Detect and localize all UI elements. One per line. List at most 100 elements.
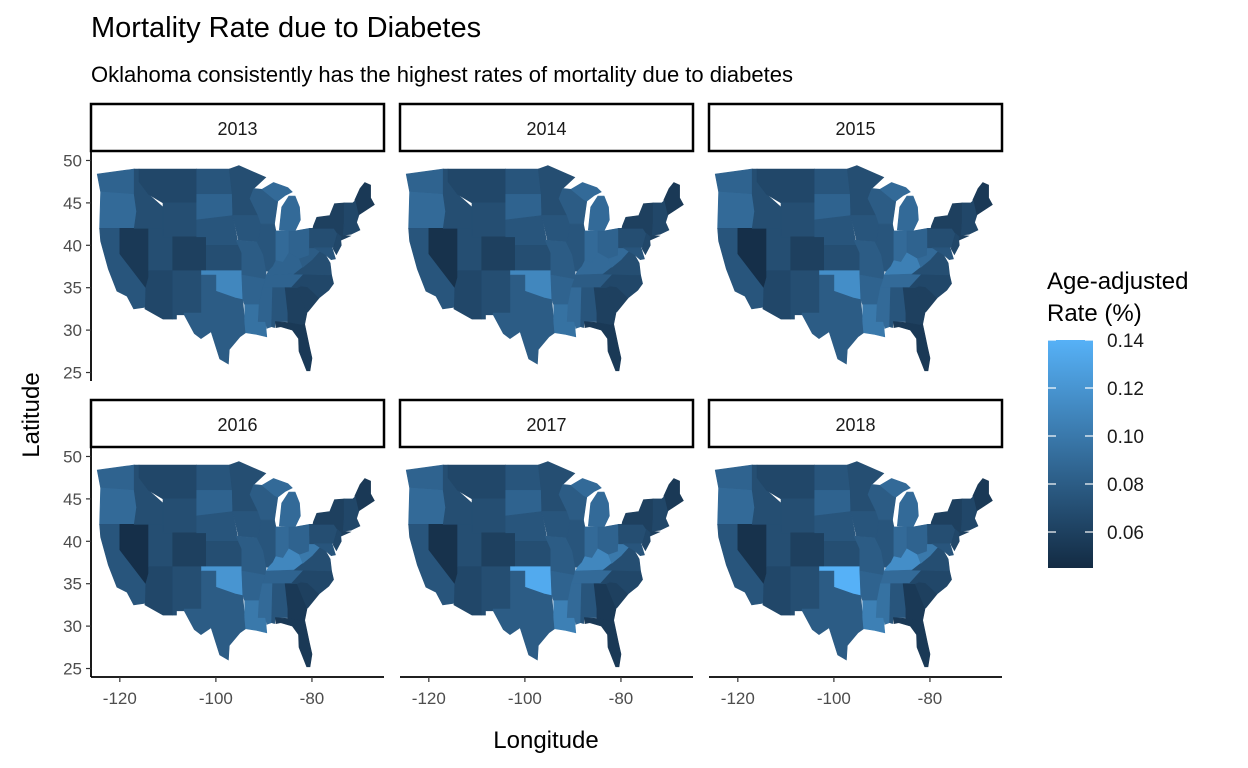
facet-strip xyxy=(89,102,386,153)
y-tick-label: 45 xyxy=(63,194,82,213)
state-mi xyxy=(879,478,911,498)
state-nd xyxy=(814,464,851,491)
state-pa xyxy=(309,524,338,545)
x-tick-label: -80 xyxy=(918,689,943,708)
state-wy xyxy=(162,202,197,238)
facet-panel-2015: 2015 xyxy=(707,102,1004,372)
y-tick-label: 25 xyxy=(63,660,82,679)
state-pa xyxy=(618,228,647,249)
state-mi xyxy=(879,182,911,202)
state-wy xyxy=(780,498,815,534)
state-map xyxy=(96,165,375,372)
y-tick-label: 35 xyxy=(63,279,82,298)
x-tick-label: -120 xyxy=(721,689,755,708)
state-ks xyxy=(515,541,552,567)
y-tick-label: 40 xyxy=(63,236,82,255)
facet-strip xyxy=(398,102,695,153)
state-ks xyxy=(515,245,552,271)
chart-subtitle: Oklahoma consistently has the highest ra… xyxy=(91,62,793,87)
state-map xyxy=(405,461,684,668)
state-ne6 xyxy=(651,495,670,532)
state-co xyxy=(790,532,825,567)
state-ne6 xyxy=(342,199,361,236)
state-fl xyxy=(584,321,622,372)
facet-panel-2013: 2013 xyxy=(89,102,386,372)
state-md xyxy=(622,543,645,557)
state-tx xyxy=(801,274,865,365)
state-co xyxy=(481,532,516,567)
state-tx xyxy=(492,570,556,661)
state-ms xyxy=(566,287,582,329)
state-ms xyxy=(257,287,273,329)
state-ks xyxy=(206,541,243,567)
state-wy xyxy=(780,202,815,238)
state-pa xyxy=(618,524,647,545)
state-ks xyxy=(206,245,243,271)
state-nm xyxy=(790,566,820,616)
state-ms xyxy=(875,287,891,329)
legend-tick-label: 0.14 xyxy=(1107,331,1144,352)
state-me xyxy=(972,182,993,216)
state-mi xyxy=(261,182,293,202)
state-or xyxy=(99,191,137,229)
state-md xyxy=(931,247,954,261)
state-me xyxy=(663,478,684,512)
y-tick-label: 45 xyxy=(63,490,82,509)
x-tick-label: -100 xyxy=(199,689,233,708)
state-or xyxy=(408,487,446,525)
state-ms xyxy=(257,583,273,625)
x-tick-label: -100 xyxy=(508,689,542,708)
y-tick-label: 25 xyxy=(63,364,82,383)
state-fl xyxy=(893,617,931,668)
state-or xyxy=(717,191,755,229)
state-ne6 xyxy=(960,199,979,236)
state-me xyxy=(972,478,993,512)
state-fl xyxy=(893,321,931,372)
state-co xyxy=(172,236,207,271)
state-nm xyxy=(172,270,202,320)
facet-panel-2016: 2016 xyxy=(89,398,386,668)
y-tick-label: 50 xyxy=(63,151,82,170)
facet-strip-label: 2016 xyxy=(217,415,257,435)
facet-strip xyxy=(398,398,695,449)
state-mi xyxy=(261,478,293,498)
state-md xyxy=(313,543,336,557)
state-nj xyxy=(641,528,651,552)
state-pa xyxy=(927,524,956,545)
y-tick-label: 30 xyxy=(63,617,82,636)
state-md xyxy=(931,543,954,557)
legend: Age-adjusted Rate (%) 0.06 0.08 0.10 0.12 0.… xyxy=(1047,268,1188,568)
state-wy xyxy=(471,498,506,534)
state-or xyxy=(408,191,446,229)
state-ne6 xyxy=(342,495,361,532)
facet-strip-label: 2015 xyxy=(835,119,875,139)
state-ks xyxy=(824,541,861,567)
state-ms xyxy=(566,583,582,625)
state-mi xyxy=(278,491,301,528)
state-tx xyxy=(492,274,556,365)
state-mi xyxy=(896,491,919,528)
legend-colorbar xyxy=(1048,340,1093,568)
state-az xyxy=(762,270,791,320)
state-ks xyxy=(824,245,861,271)
y-axis-title: Latitude xyxy=(18,372,45,457)
state-nd xyxy=(505,464,542,491)
state-md xyxy=(313,247,336,261)
state-md xyxy=(622,247,645,261)
state-mi xyxy=(570,182,602,202)
facet-strip xyxy=(707,102,1004,153)
y-tick-label: 50 xyxy=(63,447,82,466)
facet-strip xyxy=(707,398,1004,449)
state-me xyxy=(354,182,375,216)
state-nj xyxy=(332,232,342,256)
state-az xyxy=(144,566,173,616)
state-fl xyxy=(584,617,622,668)
x-axis-title: Longitude xyxy=(493,727,598,754)
x-tick-label: -120 xyxy=(103,689,137,708)
state-az xyxy=(453,566,482,616)
x-tick-label: -80 xyxy=(300,689,325,708)
state-pa xyxy=(927,228,956,249)
legend-title-line-2: Rate (%) xyxy=(1047,300,1142,327)
state-nj xyxy=(332,528,342,552)
